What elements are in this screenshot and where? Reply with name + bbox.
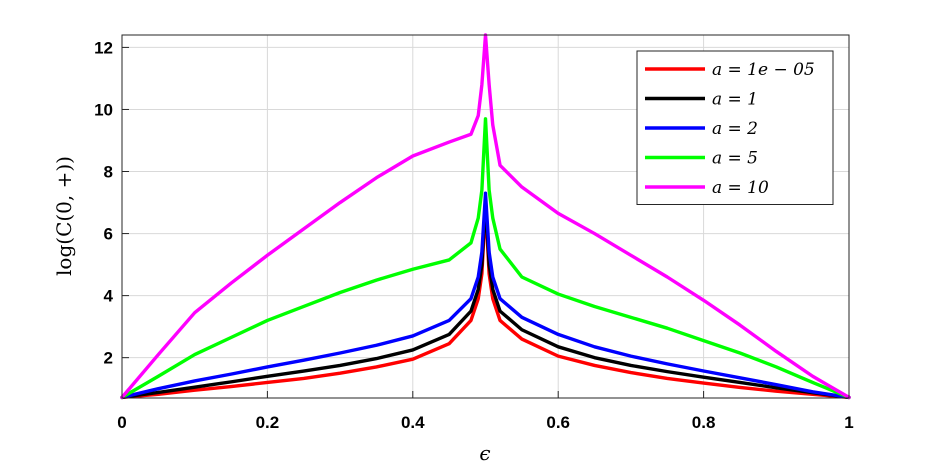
series-line-4 — [120, 117, 851, 400]
x-tick-label: 1 — [844, 413, 853, 432]
y-tick-label: 10 — [94, 100, 113, 119]
legend: a = 1e − 05 a = 1 a = 2 a = 5 a = 10 — [636, 50, 834, 205]
y-tick-label: 2 — [104, 349, 113, 368]
y-axis-label: log(C(0, +)) — [52, 156, 76, 276]
x-tick-label: 0.8 — [692, 413, 716, 432]
x-tick-label: 0.2 — [256, 413, 280, 432]
y-tick-label: 4 — [104, 287, 114, 306]
legend-label: a = 1 — [712, 90, 758, 110]
legend-label: a = 5 — [712, 149, 758, 169]
x-tick-label: 0.4 — [401, 413, 425, 432]
legend-label: a = 10 — [712, 178, 769, 198]
x-tick-label: 0 — [117, 413, 126, 432]
plot-frame — [121, 34, 850, 399]
y-tick-label: 12 — [94, 38, 113, 57]
x-axis-label: ϵ — [479, 441, 490, 465]
legend-label: a = 1e − 05 — [712, 60, 815, 80]
y-tick-label: 6 — [104, 225, 113, 244]
legend-label: a = 2 — [712, 119, 758, 139]
series-line-3 — [120, 191, 851, 400]
x-tick-label: 0.6 — [546, 413, 570, 432]
y-tick-label: 8 — [104, 163, 113, 182]
